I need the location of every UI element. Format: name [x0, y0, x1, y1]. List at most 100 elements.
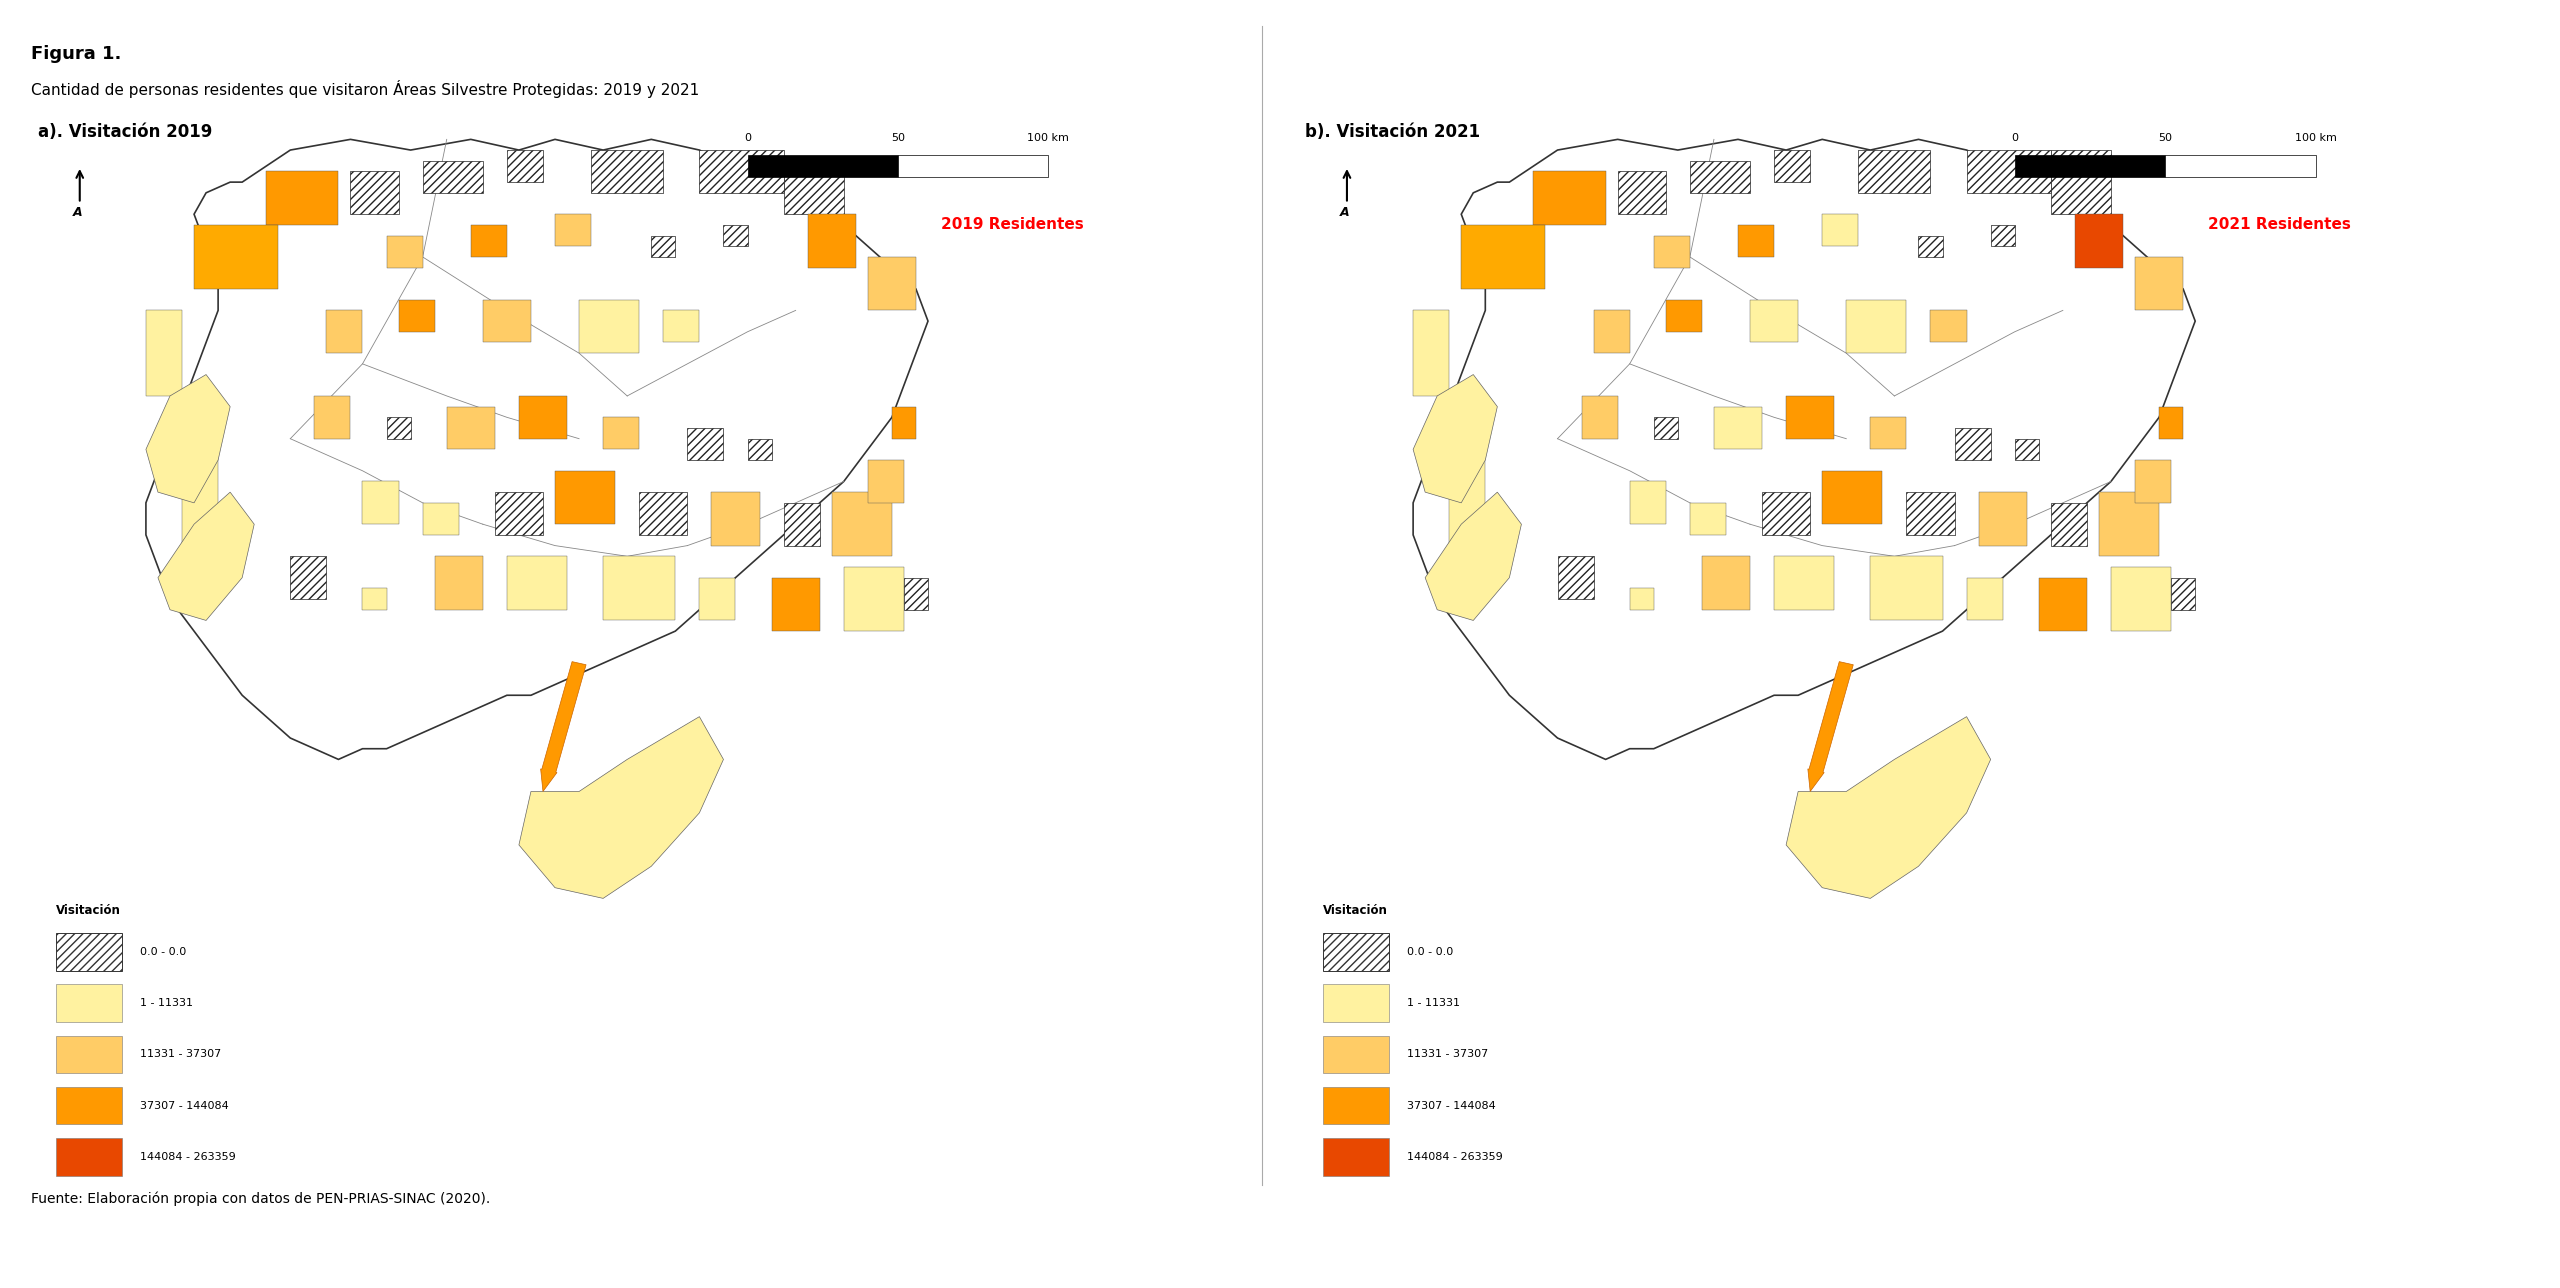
Bar: [1966, 149, 2051, 193]
Bar: [2038, 577, 2086, 631]
Bar: [712, 492, 760, 546]
Bar: [1787, 395, 1833, 439]
Bar: [1618, 171, 1667, 214]
Bar: [1859, 149, 1930, 193]
Bar: [422, 161, 484, 193]
Text: 144084 - 263359: 144084 - 263359: [1408, 1151, 1503, 1162]
Text: 0.0 - 0.0: 0.0 - 0.0: [1408, 947, 1454, 957]
Bar: [2015, 156, 2166, 176]
Bar: [56, 933, 123, 971]
Bar: [471, 225, 507, 258]
Bar: [399, 300, 435, 332]
Bar: [1690, 502, 1725, 535]
Text: 0: 0: [745, 133, 750, 143]
FancyArrow shape: [1807, 662, 1853, 791]
Bar: [1956, 428, 1992, 460]
Polygon shape: [1426, 492, 1521, 621]
Bar: [1871, 556, 1943, 621]
Polygon shape: [1413, 375, 1498, 502]
Bar: [1324, 933, 1390, 971]
Bar: [1462, 225, 1546, 289]
Text: 2021 Residentes: 2021 Residentes: [2207, 218, 2350, 232]
Bar: [2135, 258, 2184, 310]
Bar: [195, 225, 279, 289]
Bar: [556, 471, 614, 524]
Bar: [783, 171, 845, 214]
Bar: [1631, 589, 1654, 609]
Bar: [2112, 567, 2171, 631]
Text: b). Visitación 2021: b). Visitación 2021: [1306, 124, 1480, 142]
Polygon shape: [1787, 716, 1992, 899]
Bar: [364, 589, 387, 609]
Bar: [556, 214, 591, 246]
Bar: [1917, 236, 1943, 258]
Bar: [56, 1139, 123, 1176]
Bar: [845, 567, 904, 631]
Text: Figura 1.: Figura 1.: [31, 45, 120, 63]
Bar: [387, 236, 422, 268]
Bar: [591, 149, 663, 193]
Text: 50: 50: [891, 133, 904, 143]
Bar: [1449, 439, 1485, 546]
Text: 37307 - 144084: 37307 - 144084: [1408, 1101, 1495, 1110]
Bar: [604, 556, 676, 621]
Text: A: A: [1339, 206, 1349, 219]
Text: A: A: [72, 206, 82, 219]
Bar: [640, 492, 689, 535]
Bar: [1738, 225, 1774, 258]
Bar: [699, 149, 783, 193]
Bar: [2158, 407, 2184, 439]
Text: 144084 - 263359: 144084 - 263359: [141, 1151, 236, 1162]
Bar: [315, 395, 351, 439]
Bar: [1823, 214, 1859, 246]
Polygon shape: [520, 716, 724, 899]
Bar: [1556, 556, 1592, 599]
Bar: [2051, 502, 2086, 546]
Bar: [2099, 492, 2158, 556]
Bar: [771, 577, 819, 631]
Text: 11331 - 37307: 11331 - 37307: [141, 1050, 220, 1060]
Polygon shape: [159, 492, 253, 621]
Bar: [266, 171, 338, 225]
Bar: [1907, 492, 1956, 535]
Bar: [809, 214, 855, 268]
Bar: [507, 149, 543, 182]
Polygon shape: [1413, 139, 2194, 760]
Bar: [182, 439, 218, 546]
Bar: [1774, 149, 1810, 182]
Bar: [364, 482, 399, 524]
Bar: [604, 417, 640, 450]
Bar: [1582, 395, 1618, 439]
Bar: [1761, 492, 1810, 535]
Text: 11331 - 37307: 11331 - 37307: [1408, 1050, 1487, 1060]
Bar: [1930, 310, 1966, 343]
Bar: [2015, 439, 2038, 460]
Bar: [2135, 460, 2171, 502]
Text: 0.0 - 0.0: 0.0 - 0.0: [141, 947, 187, 957]
Bar: [1533, 171, 1605, 225]
Bar: [1992, 225, 2015, 246]
Text: 1 - 11331: 1 - 11331: [1408, 998, 1459, 1009]
Bar: [1702, 556, 1751, 609]
Bar: [1871, 417, 1907, 450]
Bar: [1690, 161, 1751, 193]
Bar: [1592, 310, 1631, 353]
Bar: [1667, 300, 1702, 332]
Text: 1 - 11331: 1 - 11331: [141, 998, 192, 1009]
Bar: [1774, 556, 1833, 609]
Polygon shape: [146, 375, 230, 502]
Bar: [520, 395, 568, 439]
Bar: [1823, 471, 1882, 524]
Text: Cantidad de personas residentes que visitaron Áreas Silvestre Protegidas: 2019 y: Cantidad de personas residentes que visi…: [31, 80, 699, 98]
Bar: [2166, 156, 2317, 176]
Bar: [663, 310, 699, 343]
Bar: [891, 407, 916, 439]
Bar: [387, 417, 410, 439]
Bar: [1413, 310, 1449, 395]
Text: 100 km: 100 km: [1027, 133, 1070, 143]
Bar: [868, 460, 904, 502]
Bar: [699, 577, 735, 621]
Bar: [351, 171, 399, 214]
Bar: [783, 502, 819, 546]
Bar: [832, 492, 891, 556]
